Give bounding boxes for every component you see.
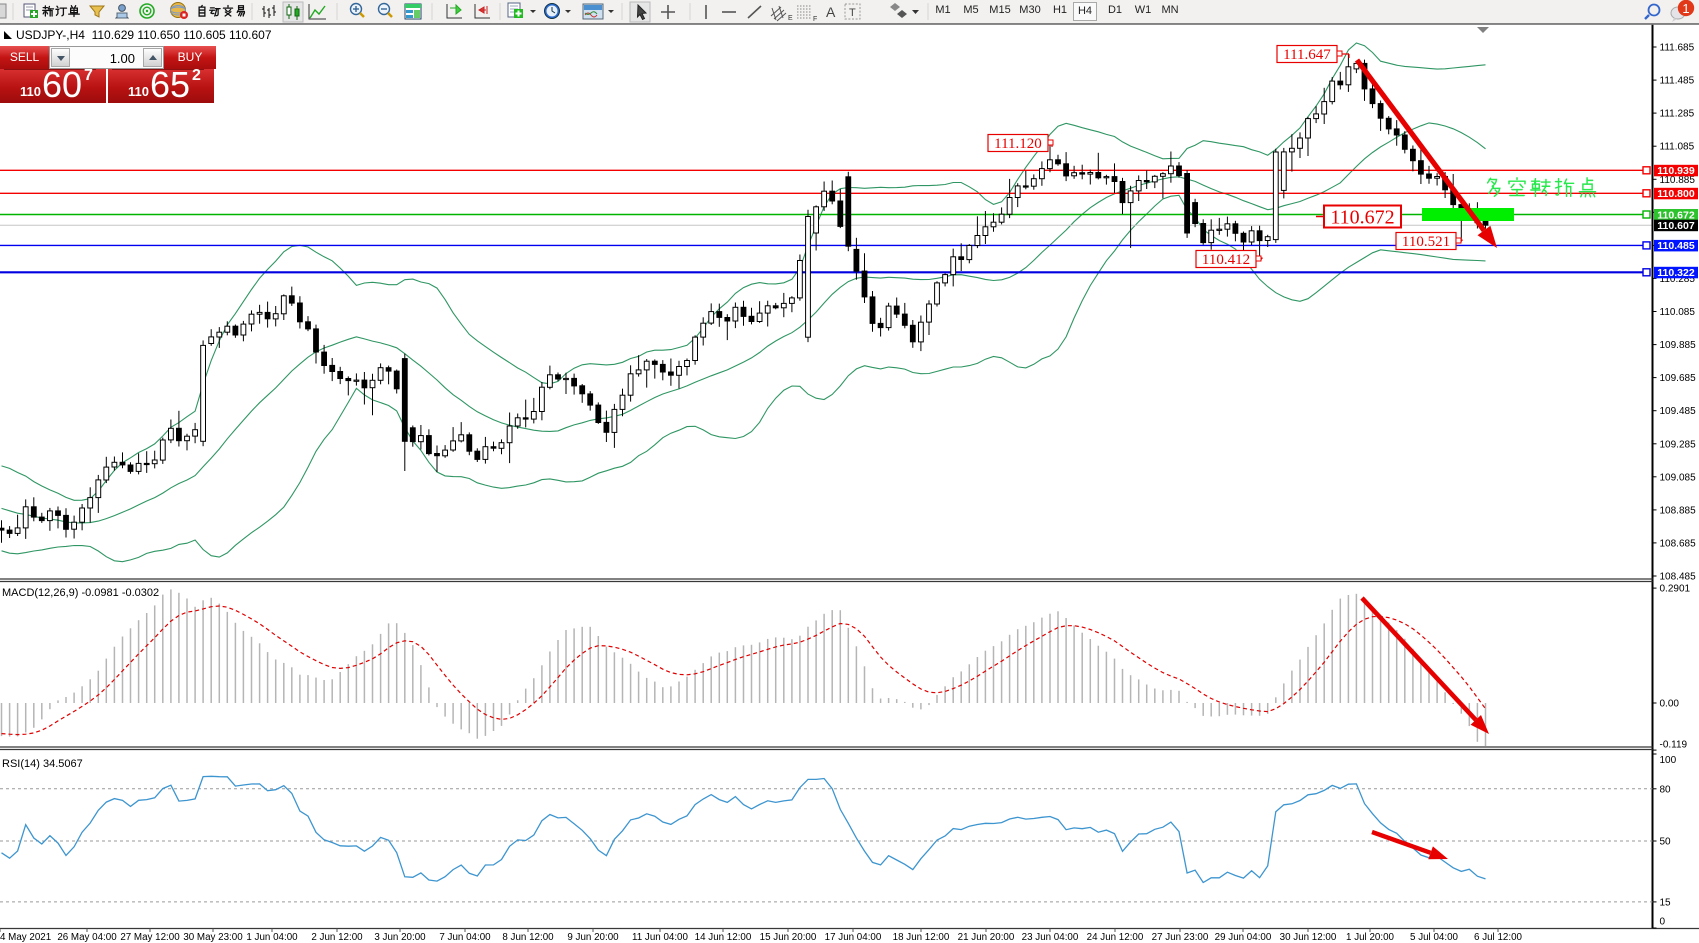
svg-text:27 Jun 23:00: 27 Jun 23:00 — [1152, 932, 1209, 943]
svg-text:110.322: 110.322 — [1657, 267, 1695, 279]
svg-text:80: 80 — [1660, 784, 1672, 795]
svg-text:111.120: 111.120 — [994, 136, 1042, 152]
svg-text:111.085: 111.085 — [1660, 142, 1695, 153]
svg-text:109.885: 109.885 — [1660, 340, 1697, 351]
svg-text:0.2901: 0.2901 — [1660, 584, 1691, 595]
svg-text:23 Jun 04:00: 23 Jun 04:00 — [1022, 932, 1079, 943]
svg-text:110.285: 110.285 — [1660, 274, 1696, 285]
svg-text:111.647: 111.647 — [1283, 47, 1331, 63]
svg-text:7 Jun 04:00: 7 Jun 04:00 — [439, 932, 491, 943]
svg-text:108.685: 108.685 — [1660, 538, 1697, 549]
svg-text:RSI(14) 34.5067: RSI(14) 34.5067 — [2, 758, 83, 770]
svg-text:15: 15 — [1660, 897, 1672, 908]
svg-text:110.085: 110.085 — [1660, 307, 1696, 318]
svg-text:E: E — [788, 15, 793, 22]
svg-text:110.939: 110.939 — [1657, 165, 1695, 177]
svg-text:110.672: 110.672 — [1657, 209, 1695, 221]
svg-text:110.885: 110.885 — [1660, 175, 1696, 186]
svg-text:110.521: 110.521 — [1402, 234, 1450, 250]
svg-text:109.685: 109.685 — [1660, 373, 1697, 384]
svg-text:8 Jun 12:00: 8 Jun 12:00 — [502, 932, 554, 943]
svg-text:110.412: 110.412 — [1202, 252, 1250, 268]
svg-text:108.885: 108.885 — [1660, 505, 1697, 516]
svg-text:1: 1 — [1682, 1, 1689, 16]
svg-text:26 May 04:00: 26 May 04:00 — [57, 932, 117, 943]
svg-text:2 Jun 12:00: 2 Jun 12:00 — [311, 932, 363, 943]
svg-text:110.672: 110.672 — [1330, 207, 1394, 229]
svg-text:108.485: 108.485 — [1660, 572, 1697, 583]
svg-text:109.485: 109.485 — [1660, 406, 1697, 417]
svg-text:3 Jun 20:00: 3 Jun 20:00 — [374, 932, 426, 943]
svg-text:T: T — [849, 7, 856, 19]
svg-text:50: 50 — [1660, 837, 1672, 848]
svg-text:100: 100 — [1660, 755, 1677, 766]
svg-text:9 Jun 20:00: 9 Jun 20:00 — [567, 932, 619, 943]
svg-text:111.485: 111.485 — [1660, 76, 1695, 87]
svg-text:5 Jul 04:00: 5 Jul 04:00 — [1410, 932, 1458, 943]
svg-text:111.685: 111.685 — [1660, 43, 1695, 54]
svg-text:-0.119: -0.119 — [1660, 740, 1688, 751]
svg-text:11 Jun 04:00: 11 Jun 04:00 — [632, 932, 688, 943]
svg-text:A: A — [826, 4, 836, 20]
svg-text:110.800: 110.800 — [1657, 188, 1695, 200]
svg-text:17 Jun 04:00: 17 Jun 04:00 — [825, 932, 882, 943]
svg-text:29 Jun 04:00: 29 Jun 04:00 — [1215, 932, 1272, 943]
svg-text:1 Jun 04:00: 1 Jun 04:00 — [246, 932, 298, 943]
svg-text:4 May 2021: 4 May 2021 — [0, 932, 51, 943]
svg-text:30 Jun 12:00: 30 Jun 12:00 — [1280, 932, 1337, 943]
svg-text:111.285: 111.285 — [1660, 109, 1695, 120]
svg-text:MACD(12,26,9) -0.0981 -0.0302: MACD(12,26,9) -0.0981 -0.0302 — [2, 587, 159, 599]
svg-text:0: 0 — [1660, 917, 1666, 928]
svg-text:0.00: 0.00 — [1660, 699, 1680, 710]
svg-text:14 Jun 12:00: 14 Jun 12:00 — [695, 932, 752, 943]
svg-text:27 May 12:00: 27 May 12:00 — [120, 932, 180, 943]
svg-text:1 Jul 20:00: 1 Jul 20:00 — [1346, 932, 1394, 943]
svg-text:18 Jun 12:00: 18 Jun 12:00 — [893, 932, 950, 943]
svg-text:24 Jun 12:00: 24 Jun 12:00 — [1087, 932, 1144, 943]
svg-text:110.607: 110.607 — [1657, 220, 1695, 232]
svg-text:F: F — [813, 16, 817, 23]
svg-text:21 Jun 20:00: 21 Jun 20:00 — [958, 932, 1015, 943]
svg-text:109.085: 109.085 — [1660, 472, 1697, 483]
svg-text:6 Jul 12:00: 6 Jul 12:00 — [1474, 932, 1522, 943]
svg-text:30 May 23:00: 30 May 23:00 — [183, 932, 243, 943]
svg-text:15 Jun 20:00: 15 Jun 20:00 — [760, 932, 817, 943]
svg-text:109.285: 109.285 — [1660, 439, 1697, 450]
svg-text:110.485: 110.485 — [1657, 240, 1695, 252]
